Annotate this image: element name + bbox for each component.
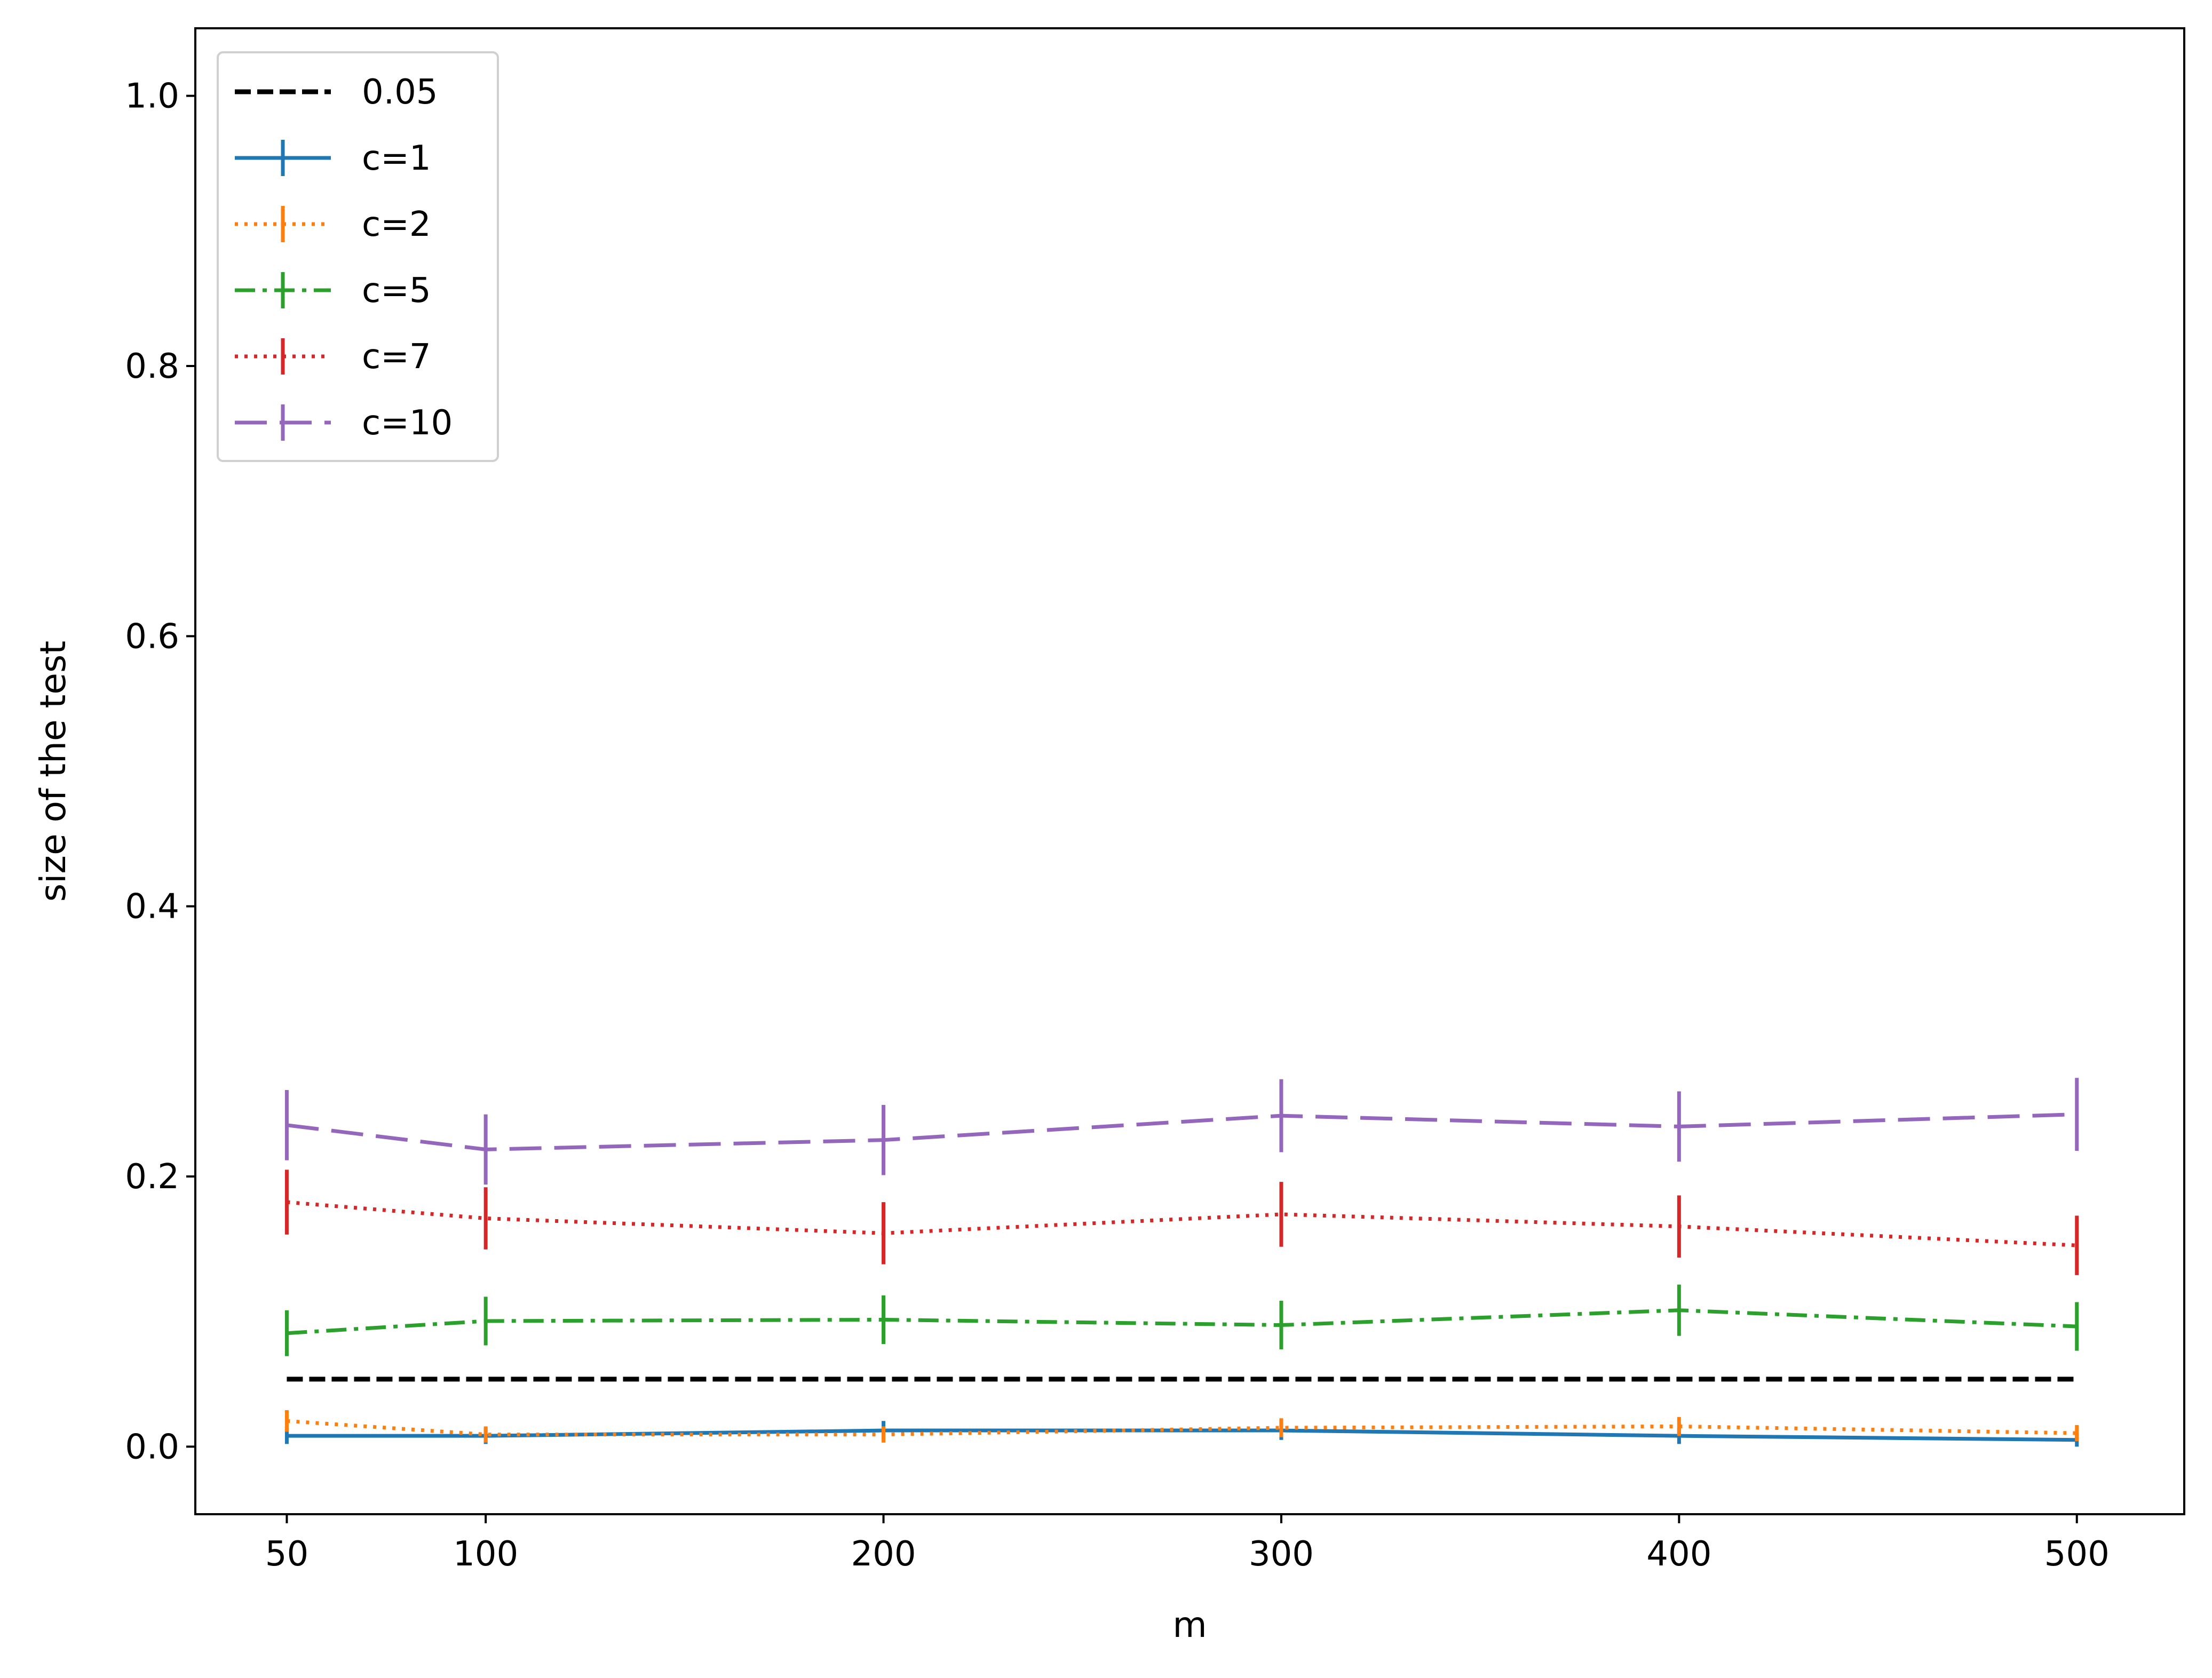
- series-line-c=10: [287, 1112, 2077, 1151]
- x-tick-label: 50: [265, 1534, 308, 1574]
- plot-frame: [194, 27, 2185, 1515]
- series-c=5: [284, 1284, 2079, 1356]
- x-tick-label: 500: [2044, 1534, 2110, 1574]
- legend-label-c=10: c=10: [362, 403, 453, 443]
- legend-label-c=5: c=5: [362, 271, 431, 311]
- x-tick-label: 200: [851, 1534, 916, 1574]
- y-tick-label: 0.4: [125, 887, 179, 927]
- y-tick-label: 0.2: [125, 1157, 179, 1197]
- legend-box: [217, 51, 499, 462]
- series-line-c=1: [287, 1428, 2077, 1442]
- series-line-c=2: [287, 1419, 2077, 1437]
- legend-label-c=2: c=2: [362, 205, 431, 244]
- series-c=2: [284, 1410, 2079, 1443]
- series-line-c=5: [287, 1308, 2077, 1335]
- y-tick-label: 1.0: [125, 77, 179, 116]
- y-tick-label: 0.6: [125, 617, 179, 656]
- x-axis-label: m: [1172, 1604, 1207, 1645]
- x-tick-label: 400: [1646, 1534, 1711, 1574]
- y-tick-label: 0.0: [125, 1427, 179, 1467]
- y-axis-label: size of the test: [33, 641, 74, 902]
- axis-ticks: 50 100 200 300 400 500 0.0 0.2 0.4 0.6 0.8 1.0: [125, 77, 2110, 1574]
- chart-marks: [284, 1078, 2079, 1447]
- legend-label-c=7: c=7: [362, 337, 431, 377]
- legend-label-c=1: c=1: [362, 139, 431, 178]
- legend-label-0.05: 0.05: [362, 73, 438, 112]
- series-c=10: [284, 1078, 2079, 1185]
- x-tick-label: 100: [453, 1534, 518, 1574]
- y-tick-label: 0.8: [125, 347, 179, 386]
- x-tick-label: 300: [1249, 1534, 1314, 1574]
- series-line-c=7: [287, 1200, 2077, 1247]
- series-c=7: [284, 1170, 2079, 1275]
- legend: 0.05 c=1 c=2 c=5 c=7 c=10: [217, 51, 499, 462]
